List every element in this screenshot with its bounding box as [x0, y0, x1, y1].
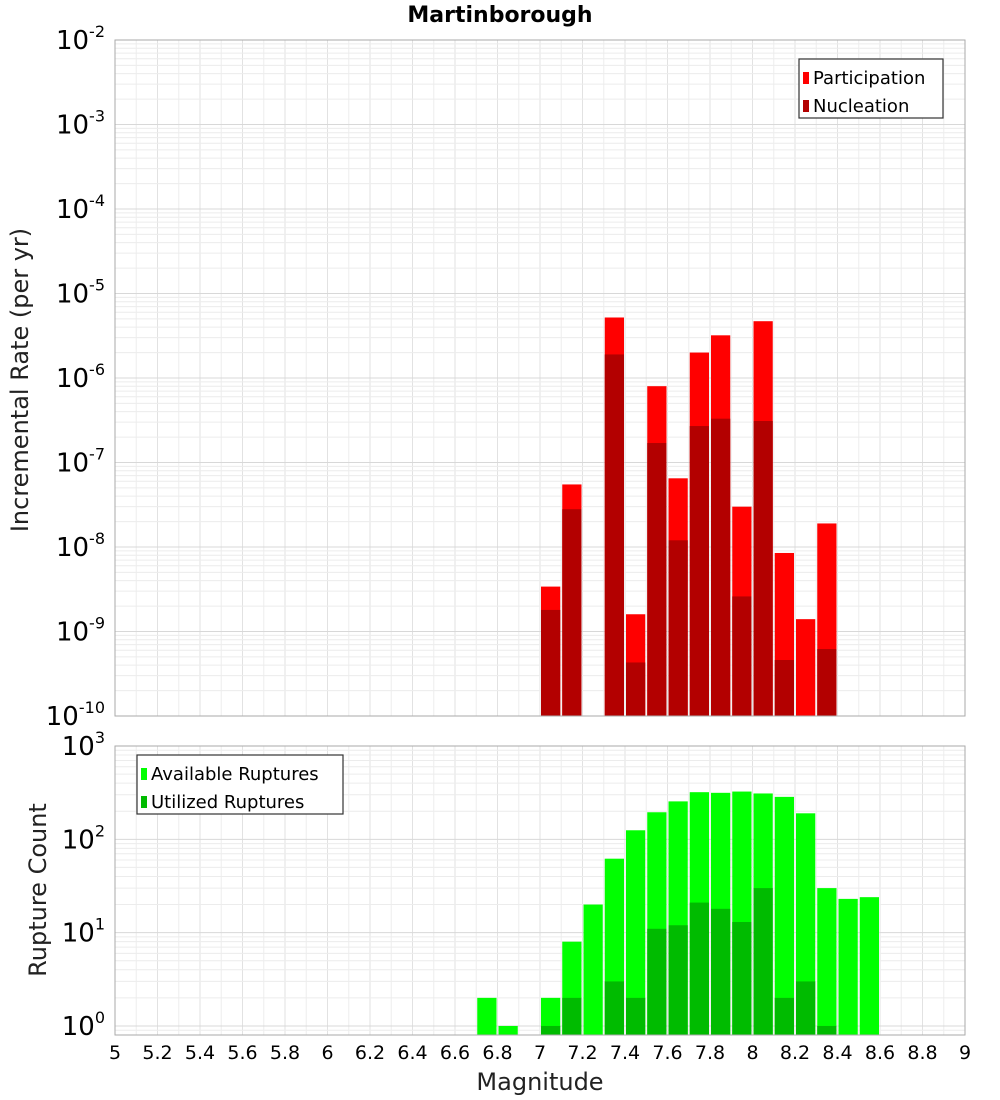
top-legend: Participation Nucleation — [798, 58, 944, 119]
top-bar — [562, 509, 582, 716]
x-tick-label: 5 — [109, 1042, 121, 1064]
x-tick-label: 9 — [959, 1042, 971, 1064]
top-bar — [541, 609, 561, 716]
bottom-bar — [562, 997, 582, 1035]
bottom-legend: Available Ruptures Utilized Ruptures — [136, 754, 344, 815]
top-y-tick-label: 10-3 — [56, 107, 105, 141]
bottom-bar — [817, 888, 837, 1035]
x-tick-label: 6.4 — [397, 1042, 427, 1064]
x-tick-label: 5.4 — [185, 1042, 215, 1064]
top-legend-label: Participation — [813, 68, 925, 89]
top-y-tick-label: 10-10 — [46, 698, 105, 732]
top-legend-swatch — [803, 72, 809, 84]
top-legend-swatch — [803, 100, 809, 112]
bottom-bar — [477, 997, 497, 1035]
top-bar — [732, 596, 752, 716]
bottom-bar — [796, 813, 816, 1035]
top-bar — [774, 659, 794, 716]
x-tick-label: 7.4 — [610, 1042, 640, 1064]
x-tick-label: 7.6 — [652, 1042, 682, 1064]
x-tick-label: 5.6 — [227, 1042, 257, 1064]
top-y-tick-label: 10-7 — [56, 445, 105, 479]
chart-title: Martinborough — [407, 3, 592, 28]
top-series-nucleation — [541, 354, 837, 716]
x-tick-label: 8.4 — [822, 1042, 852, 1064]
bottom-bar — [604, 981, 624, 1035]
top-panel: 10-10 10-9 10-8 10-7 10-6 10-5 10-4 10-3 10-2 Par… — [46, 22, 966, 732]
bottom-bar — [626, 997, 646, 1035]
bottom-bar — [583, 904, 603, 1035]
top-bar — [817, 649, 837, 716]
bottom-legend-swatch — [141, 796, 147, 808]
top-y-tick-label: 10-8 — [56, 529, 105, 563]
bottom-bar — [689, 902, 709, 1035]
top-y-tick-label: 10-6 — [56, 360, 105, 394]
top-legend-box — [798, 58, 944, 119]
top-y-tick-label: 10-5 — [56, 276, 105, 310]
x-tick-label: 6.8 — [482, 1042, 512, 1064]
top-y-axis-label: Incremental Rate (per yr) — [6, 228, 34, 532]
bottom-y-tick-label: 103 — [62, 728, 105, 762]
x-tick-label: 7.8 — [695, 1042, 725, 1064]
x-tick-label: 8.2 — [780, 1042, 810, 1064]
top-grid — [114, 40, 966, 717]
bottom-bar — [541, 997, 561, 1035]
bottom-bar — [774, 796, 794, 1035]
bottom-y-tick-label: 100 — [62, 1008, 105, 1042]
bottom-legend-swatch — [141, 768, 147, 780]
bottom-bar — [541, 1025, 561, 1035]
bottom-y-tick-label: 101 — [62, 915, 105, 949]
x-tick-label: 7 — [534, 1042, 546, 1064]
top-frame — [114, 39, 966, 717]
top-y-tick-label: 10-9 — [56, 614, 105, 648]
x-tick-label: 5.2 — [142, 1042, 172, 1064]
top-bar — [689, 426, 709, 716]
bottom-bar — [859, 897, 879, 1035]
x-tick-label: 5.8 — [270, 1042, 300, 1064]
top-bar — [753, 420, 773, 716]
top-bar — [626, 662, 646, 716]
top-y-tick-label: 10-2 — [56, 22, 105, 56]
top-y-tick-label: 10-4 — [56, 191, 105, 225]
bottom-bar — [498, 1025, 518, 1035]
top-bar — [711, 418, 731, 716]
bottom-bar — [817, 1025, 837, 1035]
bottom-legend-label: Available Ruptures — [151, 764, 319, 785]
x-tick-label: 6.6 — [440, 1042, 470, 1064]
x-tick-label: 7.2 — [567, 1042, 597, 1064]
x-tick-label: 6.2 — [355, 1042, 385, 1064]
x-tick-label: 6 — [321, 1042, 333, 1064]
bottom-series-utilized-ruptures — [541, 888, 837, 1035]
bottom-bar — [774, 997, 794, 1035]
bottom-bar — [838, 898, 858, 1035]
bottom-legend-box — [136, 754, 344, 815]
bottom-frame — [114, 745, 966, 1036]
bottom-bar — [668, 925, 688, 1035]
x-tick-label: 8.8 — [907, 1042, 937, 1064]
top-bar — [604, 354, 624, 716]
bottom-bar — [626, 830, 646, 1035]
bottom-bar — [647, 928, 667, 1035]
bottom-y-axis-label: Rupture Count — [24, 803, 52, 977]
bottom-panel: 100 101 102 103 Available Ruptures Utilized R… — [62, 728, 971, 1064]
x-tick-label: 8 — [746, 1042, 758, 1064]
x-tick-label: 8.6 — [865, 1042, 895, 1064]
top-bar — [796, 619, 816, 716]
bottom-bar — [711, 908, 731, 1035]
bottom-bar — [796, 981, 816, 1035]
bottom-bar — [732, 922, 752, 1035]
bottom-y-tick-label: 102 — [62, 821, 105, 855]
top-legend-label: Nucleation — [813, 96, 909, 117]
x-axis-label: Magnitude — [476, 1068, 603, 1096]
bottom-bar — [753, 888, 773, 1035]
top-bar — [647, 443, 667, 716]
bottom-legend-label: Utilized Ruptures — [151, 792, 304, 813]
top-bar — [668, 540, 688, 716]
